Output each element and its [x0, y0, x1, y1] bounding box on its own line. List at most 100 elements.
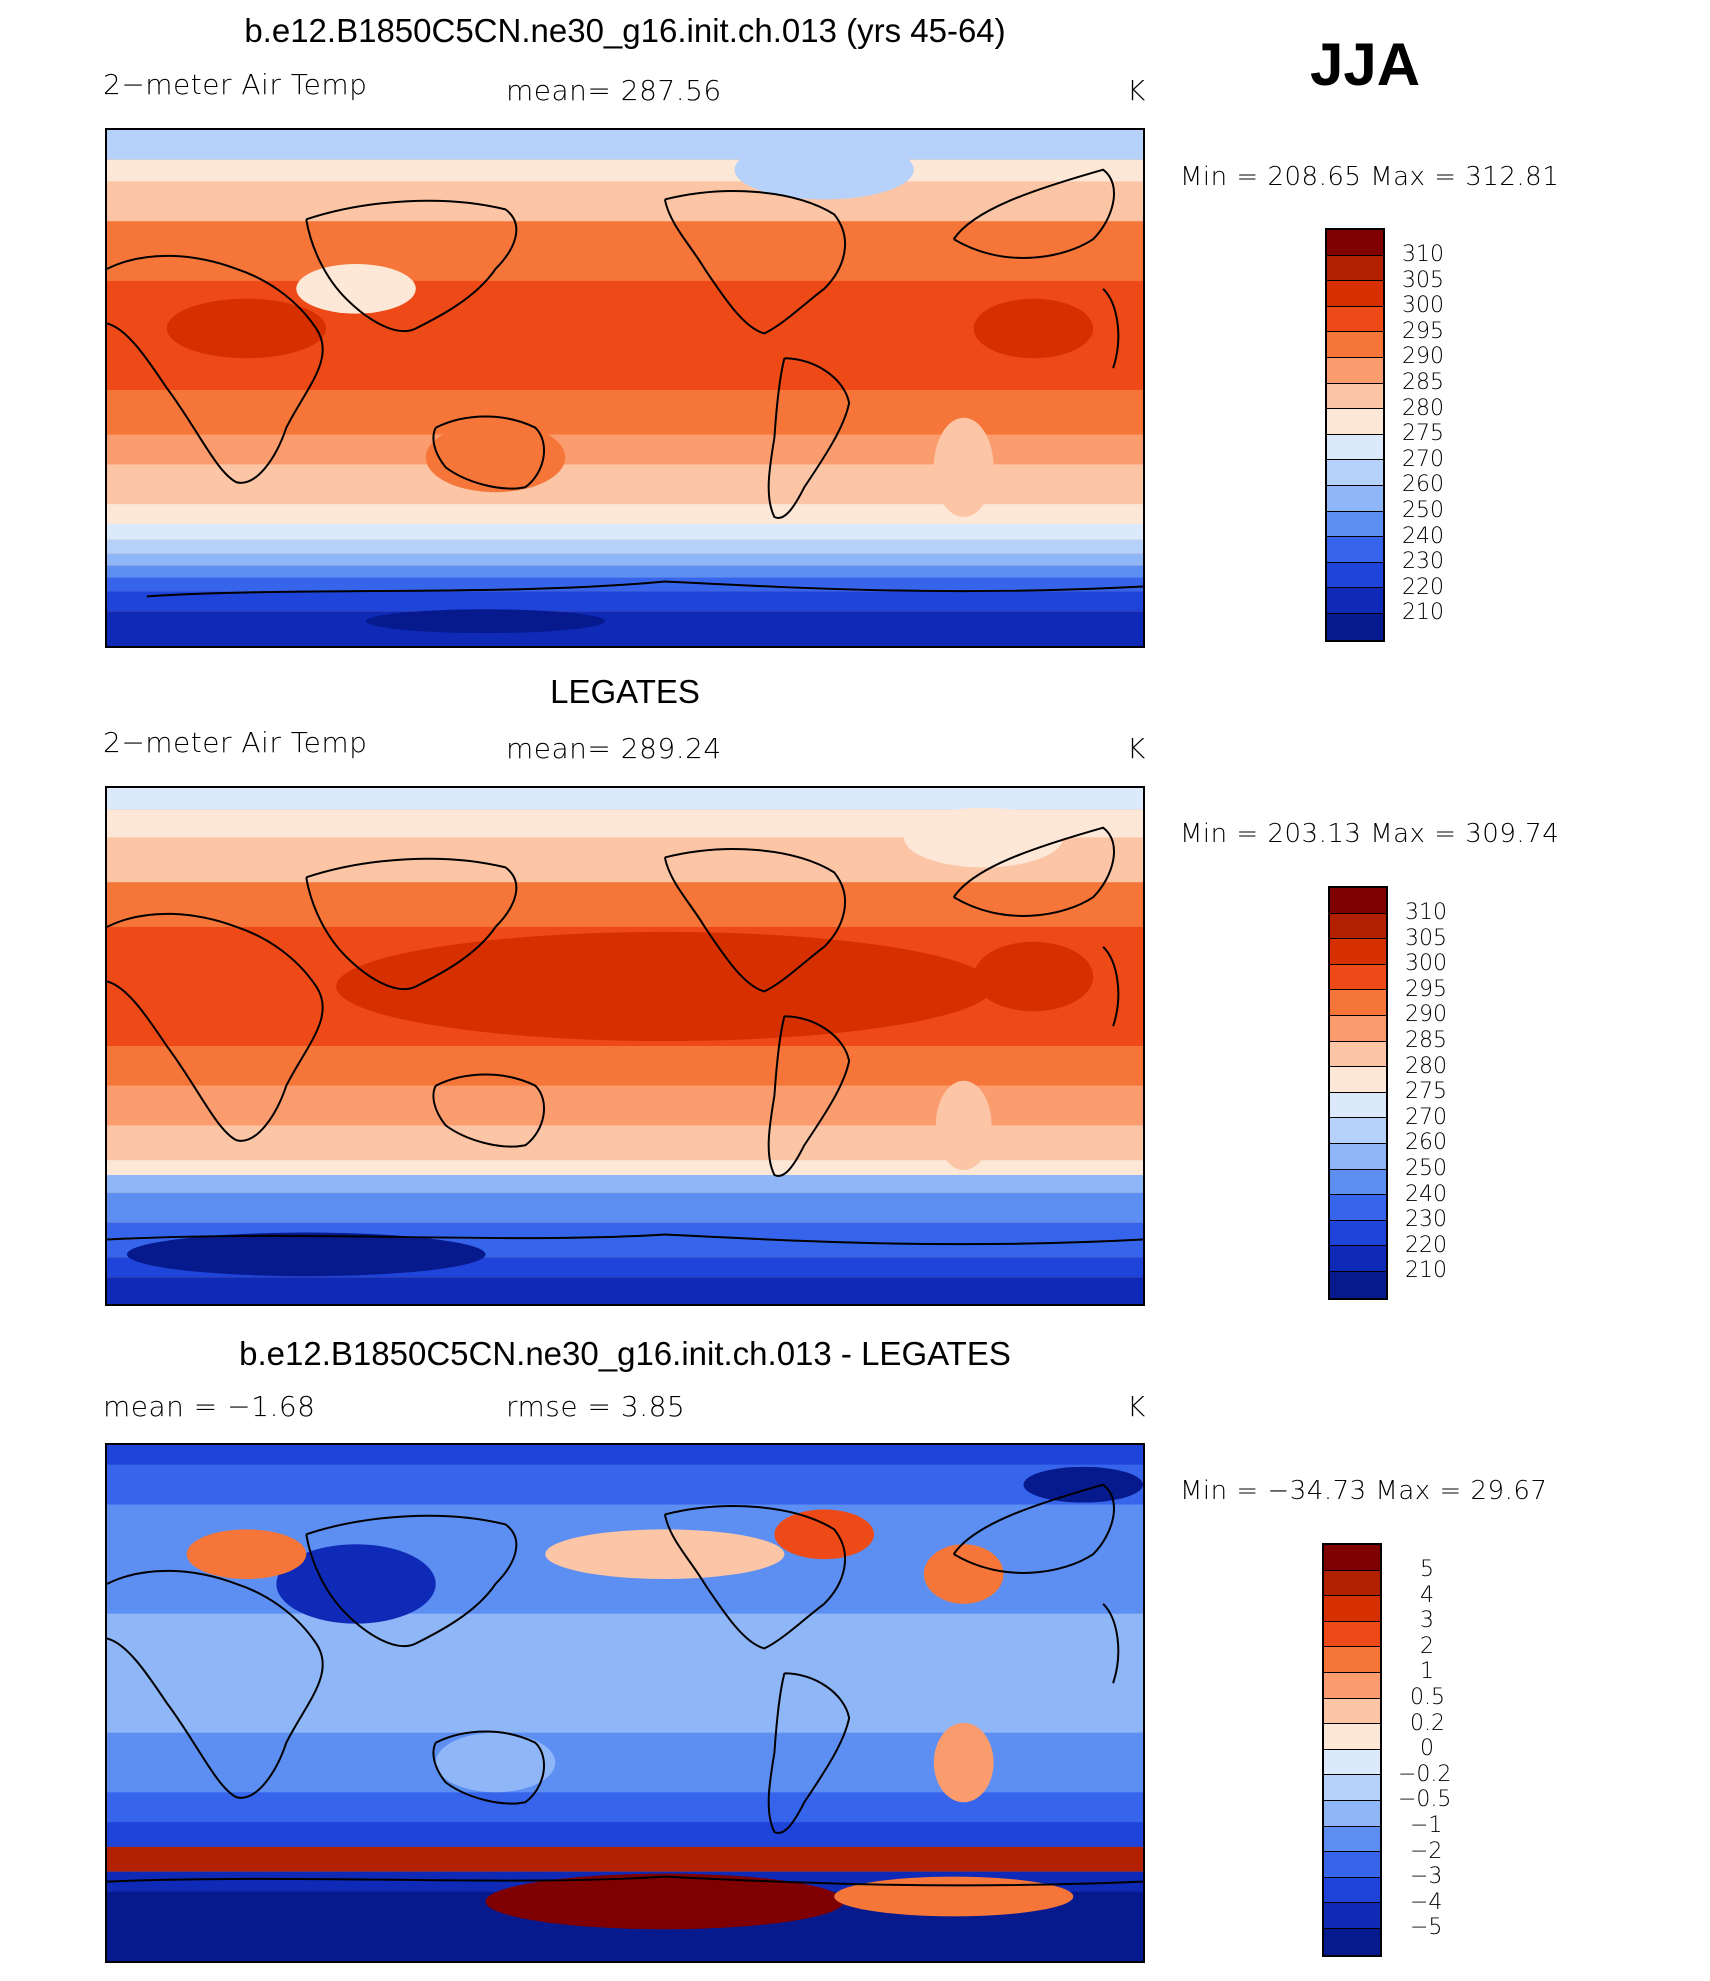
- colorbar-swatch: [1324, 1800, 1380, 1827]
- colorbar-swatch: [1327, 511, 1383, 538]
- colorbar-swatch: [1327, 588, 1383, 614]
- colorbar-swatch: [1330, 990, 1386, 1016]
- colorbar-swatch: [1330, 939, 1386, 965]
- colorbar-tick-label: 5: [1420, 1557, 1434, 1582]
- colorbar-swatch: [1330, 1015, 1386, 1042]
- colorbar-swatch: [1330, 913, 1386, 940]
- colorbar-swatch: [1330, 964, 1386, 991]
- colorbar-tick-label: −1: [1410, 1813, 1443, 1838]
- colorbar-swatch: [1324, 1928, 1380, 1955]
- panel-1-map: [105, 128, 1145, 648]
- panel-3-units: K: [1127, 1390, 1146, 1423]
- panel-1-units: K: [1127, 74, 1146, 107]
- panel-2-map-field: [107, 788, 1143, 1304]
- colorbar-swatch: [1327, 383, 1383, 410]
- colorbar-tick-label: 1: [1420, 1659, 1434, 1684]
- colorbar-swatch: [1327, 485, 1383, 512]
- colorbar-tick-label: −2: [1410, 1839, 1443, 1864]
- panel-1-variable-label: 2−meter Air Temp: [103, 68, 368, 101]
- colorbar-tick-label: 285: [1405, 1028, 1447, 1053]
- colorbar-tick-label: 220: [1405, 1233, 1447, 1258]
- colorbar-tick-label: 0: [1420, 1736, 1434, 1761]
- colorbar-swatch: [1327, 613, 1383, 640]
- colorbar-tick-label: 210: [1405, 1258, 1447, 1283]
- colorbar-tick-label: 250: [1402, 498, 1444, 523]
- colorbar-tick-label: 250: [1405, 1156, 1447, 1181]
- colorbar-swatch: [1327, 255, 1383, 282]
- colorbar-swatch: [1324, 1647, 1380, 1673]
- colorbar-tick-label: 310: [1402, 242, 1444, 267]
- colorbar-swatch: [1324, 1570, 1380, 1597]
- colorbar-swatch: [1324, 1698, 1380, 1725]
- colorbar-swatch: [1330, 1220, 1386, 1247]
- panel-2-title: LEGATES: [550, 673, 700, 710]
- panel-3-title: b.e12.B1850C5CN.ne30_g16.init.ch.013 - L…: [239, 1335, 1011, 1372]
- colorbar-tick-label: 0.5: [1410, 1685, 1445, 1710]
- colorbar-tick-label: 260: [1402, 472, 1444, 497]
- colorbar-tick-label: 240: [1405, 1182, 1447, 1207]
- colorbar-tick-label: −3: [1410, 1864, 1443, 1889]
- colorbar-swatch: [1327, 332, 1383, 358]
- panel-2-map: [105, 786, 1145, 1306]
- colorbar-tick-label: 290: [1405, 1002, 1447, 1027]
- panel-1-title: b.e12.B1850C5CN.ne30_g16.init.ch.013 (yr…: [244, 12, 1006, 49]
- colorbar-tick-label: 210: [1402, 600, 1444, 625]
- colorbar-swatch: [1330, 1246, 1386, 1272]
- colorbar-swatch: [1330, 1092, 1386, 1119]
- colorbar-tick-label: 300: [1402, 293, 1444, 318]
- colorbar-swatch: [1330, 1067, 1386, 1093]
- colorbar-swatch: [1330, 1271, 1386, 1298]
- panel-1-mean-label: mean= 287.56: [506, 74, 722, 107]
- colorbar-tick-label: 270: [1405, 1105, 1447, 1130]
- panel-2-mean-label: mean= 289.24: [506, 732, 722, 765]
- season-label: JJA: [1310, 31, 1421, 98]
- panel-3-rmse-label: rmse = 3.85: [506, 1390, 686, 1423]
- colorbar-swatch: [1327, 281, 1383, 307]
- colorbar-tick-label: 220: [1402, 575, 1444, 600]
- panel-3-colorbar: [1322, 1543, 1382, 1957]
- colorbar-swatch: [1327, 434, 1383, 461]
- colorbar-swatch: [1330, 1195, 1386, 1221]
- colorbar-swatch: [1327, 409, 1383, 435]
- colorbar-swatch: [1327, 460, 1383, 486]
- colorbar-swatch: [1327, 562, 1383, 589]
- colorbar-tick-label: 240: [1402, 524, 1444, 549]
- colorbar-tick-label: 295: [1402, 319, 1444, 344]
- panel-1-map-field: [107, 130, 1143, 646]
- colorbar-swatch: [1324, 1724, 1380, 1750]
- colorbar-tick-label: 310: [1405, 900, 1447, 925]
- panel-2-units: K: [1127, 732, 1146, 765]
- colorbar-tick-label: 3: [1420, 1608, 1434, 1633]
- panel-3-map-field: [107, 1445, 1143, 1961]
- panel-2-minmax: Min = 203.13 Max = 309.74: [1180, 819, 1560, 849]
- colorbar-tick-label: −4: [1410, 1890, 1443, 1915]
- colorbar-swatch: [1324, 1877, 1380, 1904]
- colorbar-tick-label: 280: [1405, 1054, 1447, 1079]
- colorbar-tick-label: 4: [1420, 1583, 1434, 1608]
- colorbar-swatch: [1330, 1143, 1386, 1170]
- colorbar-tick-label: −5: [1410, 1915, 1443, 1940]
- colorbar-tick-label: 0.2: [1410, 1711, 1445, 1736]
- colorbar-tick-label: 270: [1402, 447, 1444, 472]
- colorbar-swatch: [1327, 306, 1383, 333]
- colorbar-swatch: [1324, 1826, 1380, 1853]
- panel-3-minmax: Min = −34.73 Max = 29.67: [1180, 1476, 1548, 1506]
- panel-2-variable-label: 2−meter Air Temp: [103, 726, 368, 759]
- panel-1-minmax: Min = 208.65 Max = 312.81: [1180, 162, 1560, 192]
- colorbar-swatch: [1327, 357, 1383, 384]
- colorbar-swatch: [1330, 1041, 1386, 1068]
- colorbar-tick-label: 300: [1405, 951, 1447, 976]
- colorbar-tick-label: 305: [1405, 926, 1447, 951]
- colorbar-tick-label: 230: [1405, 1207, 1447, 1232]
- colorbar-swatch: [1324, 1775, 1380, 1801]
- colorbar-swatch: [1330, 1169, 1386, 1196]
- panel-1-colorbar: [1325, 228, 1385, 642]
- colorbar-tick-label: 280: [1402, 396, 1444, 421]
- colorbar-tick-label: 305: [1402, 268, 1444, 293]
- colorbar-tick-label: 275: [1402, 421, 1444, 446]
- colorbar-tick-label: 230: [1402, 549, 1444, 574]
- colorbar-tick-label: 285: [1402, 370, 1444, 395]
- colorbar-tick-label: 295: [1405, 977, 1447, 1002]
- colorbar-tick-label: −0.2: [1398, 1762, 1452, 1787]
- colorbar-swatch: [1327, 230, 1383, 256]
